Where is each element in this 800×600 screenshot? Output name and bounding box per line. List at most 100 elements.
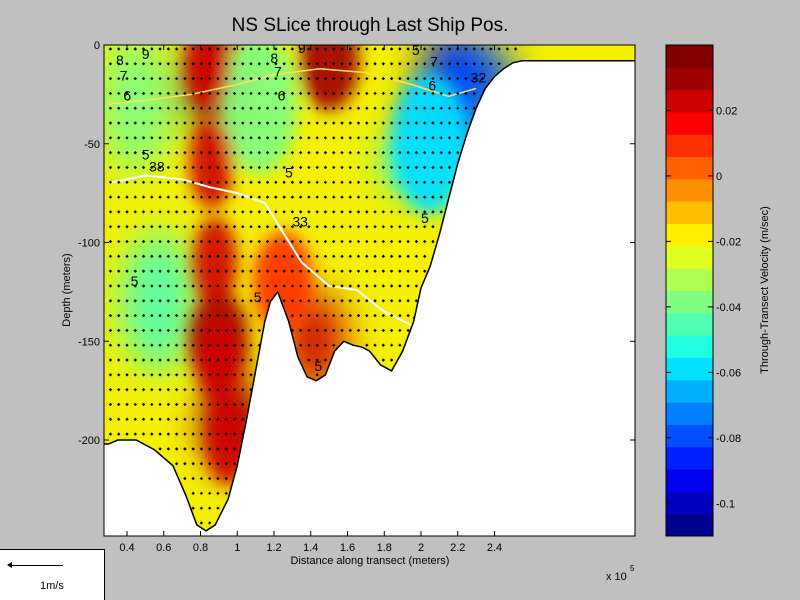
x-tick-label: 1.2	[266, 542, 281, 554]
measurement-point	[141, 432, 146, 436]
measurement-point	[356, 150, 361, 155]
measurement-point	[232, 432, 237, 436]
measurement-point	[216, 432, 220, 436]
measurement-point	[207, 373, 212, 377]
measurement-point	[241, 358, 245, 362]
y-tick-label: 0	[94, 40, 100, 52]
measurement-point	[108, 76, 113, 81]
measurement-point	[174, 91, 179, 96]
measurement-point	[241, 402, 245, 407]
x-tick-label: 2.4	[487, 542, 502, 554]
measurement-point	[257, 195, 261, 199]
measurement-point	[216, 62, 220, 66]
measurement-point	[398, 76, 402, 81]
measurement-point	[241, 254, 245, 259]
measurement-point	[191, 150, 195, 155]
velocity-feature-positive	[299, 45, 360, 111]
measurement-point	[141, 387, 146, 392]
measurement-point	[348, 91, 352, 96]
scale-label: 1m/s	[40, 580, 64, 592]
measurement-point	[166, 210, 171, 214]
measurement-point	[183, 299, 187, 303]
measurement-point	[133, 195, 137, 199]
measurement-point	[356, 91, 361, 96]
measurement-point	[249, 106, 253, 110]
measurement-point	[133, 284, 137, 288]
measurement-point	[207, 387, 212, 392]
measurement-point	[274, 180, 278, 184]
measurement-point	[191, 136, 195, 140]
measurement-point	[117, 165, 121, 170]
measurement-point	[207, 62, 212, 66]
measurement-point	[183, 269, 187, 273]
colorbar-segment	[666, 268, 713, 291]
measurement-point	[207, 506, 212, 510]
colorbar-tick-label: -0.06	[716, 367, 741, 379]
measurement-point	[158, 343, 162, 347]
contour-label: 7	[430, 54, 438, 70]
scale-arrow-head	[7, 562, 12, 568]
measurement-point	[257, 91, 261, 96]
measurement-point	[174, 343, 179, 347]
measurement-point	[216, 358, 220, 362]
measurement-point	[480, 62, 485, 66]
measurement-point	[150, 284, 154, 288]
contour-label: 6	[278, 87, 286, 103]
measurement-point	[125, 91, 129, 96]
measurement-point	[265, 47, 270, 51]
measurement-point	[398, 165, 402, 170]
measurement-point	[398, 91, 402, 96]
measurement-point	[191, 62, 195, 66]
measurement-point	[249, 358, 253, 362]
y-axis: 0 -50 -100 -150 -200	[78, 40, 635, 447]
measurement-point	[158, 239, 162, 244]
measurement-point	[422, 91, 427, 96]
measurement-point	[356, 106, 361, 110]
measurement-point	[183, 76, 187, 81]
measurement-point	[174, 106, 179, 110]
colorbar-segment	[666, 223, 713, 247]
measurement-point	[439, 195, 443, 199]
measurement-point	[158, 299, 162, 303]
measurement-point	[298, 121, 303, 125]
measurement-point	[191, 506, 195, 510]
measurement-point	[298, 225, 303, 229]
measurement-point	[133, 254, 137, 259]
measurement-point	[232, 284, 237, 288]
measurement-point	[133, 136, 137, 140]
measurement-point	[232, 239, 237, 244]
measurement-point	[158, 62, 162, 66]
measurement-point	[125, 239, 129, 244]
measurement-point	[241, 387, 245, 392]
measurement-point	[249, 254, 253, 259]
measurement-point	[422, 239, 427, 244]
measurement-point	[356, 47, 361, 51]
measurement-point	[216, 195, 220, 199]
measurement-point	[232, 269, 237, 273]
measurement-point	[249, 299, 253, 303]
measurement-point	[199, 343, 204, 347]
measurement-point	[158, 47, 162, 51]
measurement-point	[158, 136, 162, 140]
measurement-point	[406, 106, 410, 110]
measurement-point	[166, 402, 171, 407]
colorbar-tick-label: -0.08	[716, 433, 741, 445]
contour-label: 5	[285, 164, 293, 180]
measurement-point	[398, 195, 402, 199]
measurement-point	[191, 462, 195, 466]
measurement-point	[108, 239, 113, 244]
measurement-point	[216, 150, 220, 155]
measurement-point	[216, 328, 220, 333]
contour-label: 5	[254, 289, 262, 305]
measurement-point	[298, 91, 303, 96]
measurement-point	[274, 239, 278, 244]
measurement-point	[224, 447, 228, 451]
measurement-point	[257, 136, 261, 140]
measurement-point	[274, 136, 278, 140]
measurement-point	[224, 476, 228, 481]
colorbar-segment	[666, 245, 713, 269]
measurement-point	[439, 91, 443, 96]
measurement-point	[117, 47, 121, 51]
measurement-point	[199, 506, 204, 510]
measurement-point	[108, 106, 113, 110]
